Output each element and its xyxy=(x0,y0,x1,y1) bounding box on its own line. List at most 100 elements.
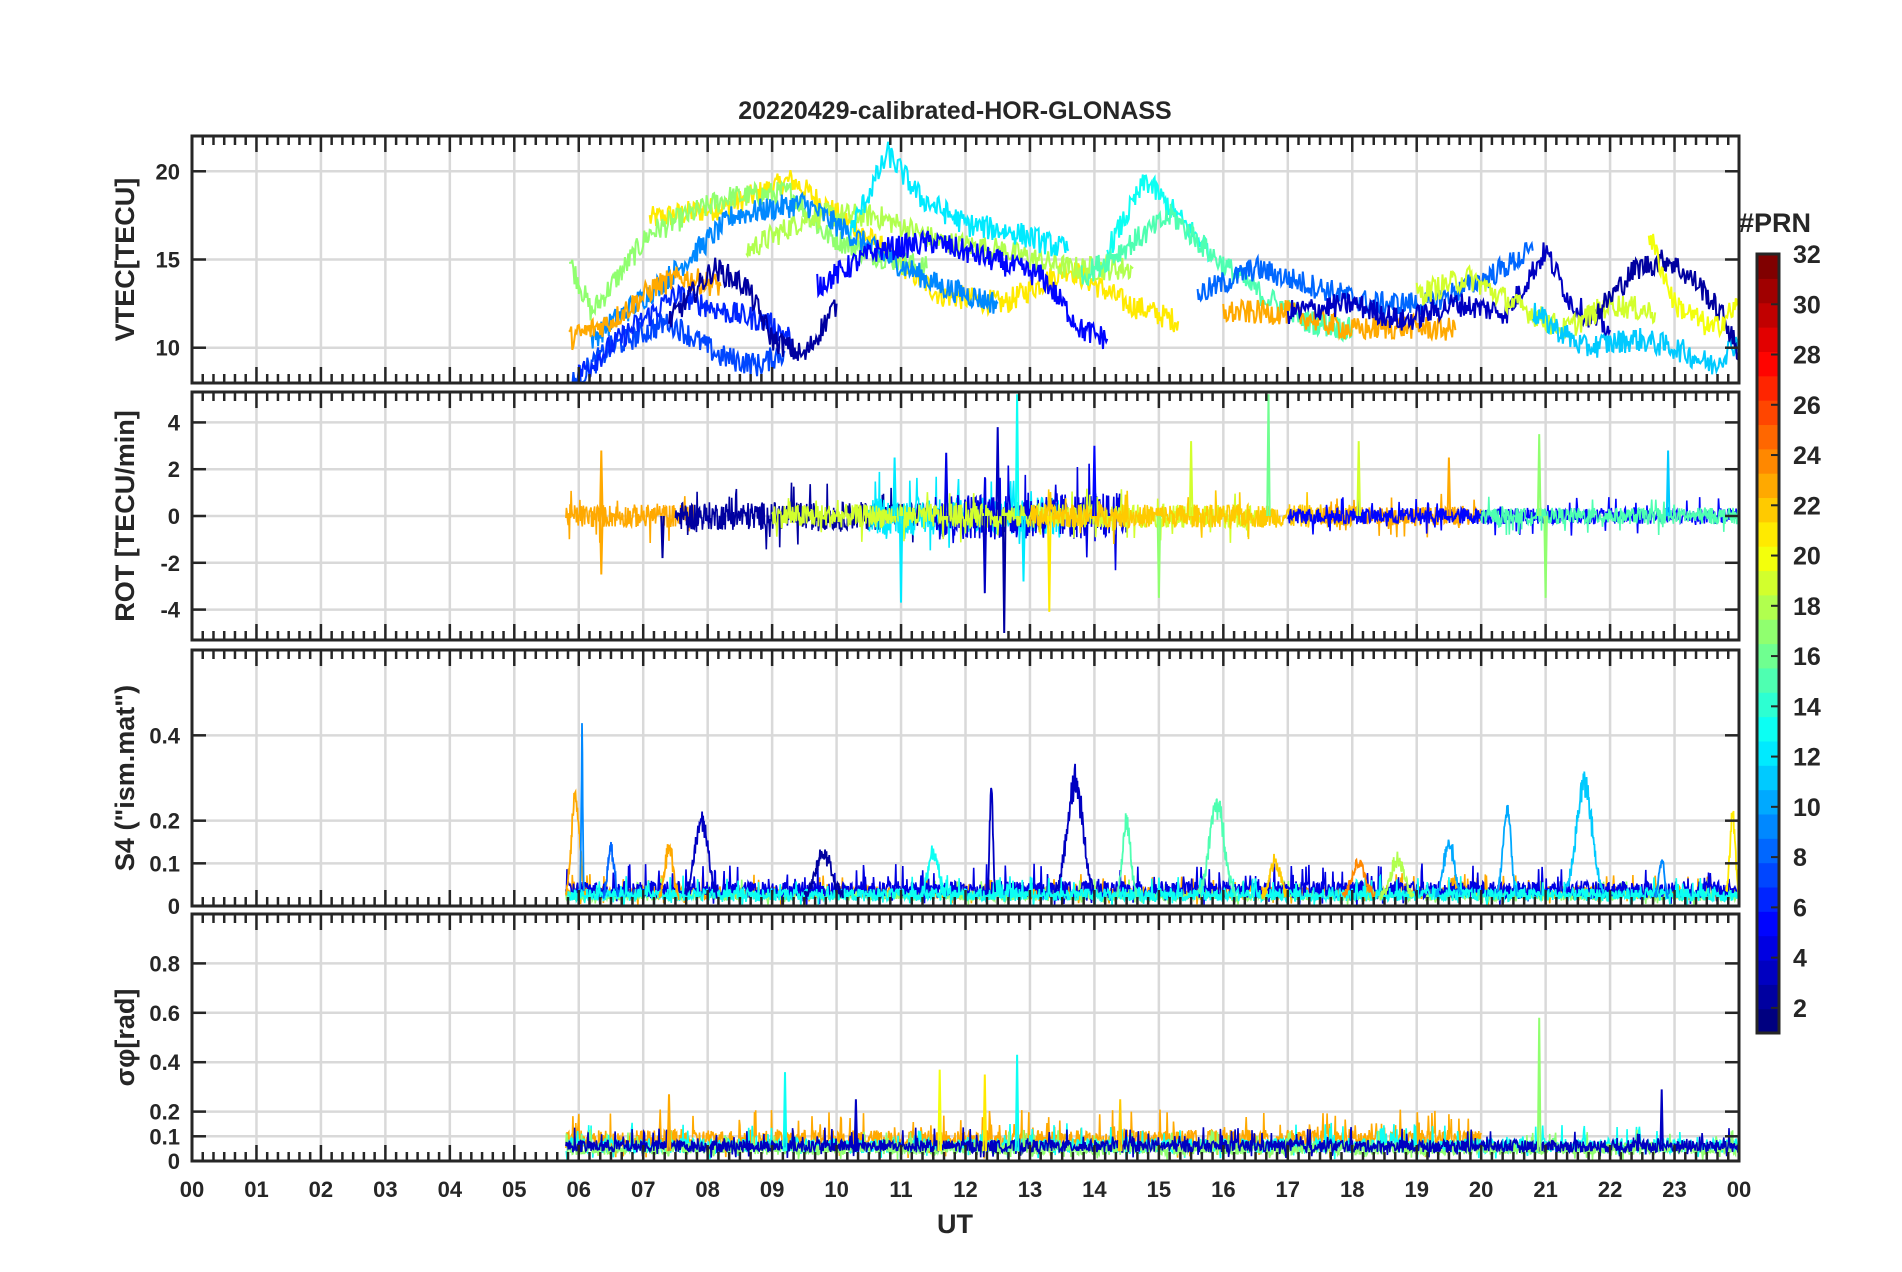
colorbar-swatch xyxy=(1757,594,1779,620)
colorbar-swatch xyxy=(1757,789,1779,815)
series-line-prn-20 xyxy=(1647,233,1739,339)
y-tick-label: 15 xyxy=(156,248,180,273)
colorbar-tick-label: 16 xyxy=(1793,643,1821,671)
y-tick-label: 0.1 xyxy=(149,851,180,876)
series-line-prn-23 xyxy=(565,490,696,544)
spike-prn-11 xyxy=(1665,450,1671,517)
colorbar-swatch xyxy=(1757,984,1779,1010)
colorbar-label: #PRN xyxy=(1739,208,1811,238)
colorbar-swatch xyxy=(1757,497,1779,523)
colorbar-tick-label: 8 xyxy=(1793,844,1807,872)
spike-prn-12 xyxy=(1021,515,1026,582)
series-line-prn-15 xyxy=(1480,496,1739,536)
spike-prn-20 xyxy=(937,1069,942,1152)
tick-marks xyxy=(190,392,1741,640)
series-group xyxy=(565,723,1739,906)
y-tick-label: 0.6 xyxy=(149,1001,180,1026)
x-tick-label: 00 xyxy=(180,1177,204,1202)
spike-prn-3 xyxy=(1659,1089,1664,1152)
colorbar-swatch xyxy=(1757,473,1779,499)
colorbar-tick-label: 2 xyxy=(1793,995,1807,1023)
y-tick-label: 0.4 xyxy=(149,723,180,748)
colorbar-tick-label: 30 xyxy=(1793,291,1821,319)
x-tick-label: 22 xyxy=(1598,1177,1622,1202)
colorbar-frame xyxy=(1755,252,1781,1035)
bump-prn-9 xyxy=(579,723,585,893)
bump-prn-11 xyxy=(1564,771,1605,895)
x-tick-label: 02 xyxy=(309,1177,333,1202)
y-tick-label: -4 xyxy=(160,598,180,623)
panel-3: 0 0.1 0.2 0.4 S4 ("ism.mat") xyxy=(110,648,1741,919)
x-tick-label: 15 xyxy=(1147,1177,1171,1202)
x-tick-label: 04 xyxy=(438,1177,463,1202)
spike-prn-3 xyxy=(982,515,988,594)
spike-prn-13 xyxy=(1014,394,1020,517)
colorbar-swatch xyxy=(1757,935,1779,961)
chart-title: 20220429-calibrated-HOR-GLONASS xyxy=(738,97,1171,125)
series-line-prn-18 xyxy=(745,202,1134,281)
series-line-prn-2 xyxy=(668,257,838,361)
x-tick-label: 12 xyxy=(953,1177,977,1202)
spike-prn-13 xyxy=(782,1072,788,1152)
panel-4: 00.10.2 0.4 0.6 0.8 σφ[rad] xyxy=(110,912,1741,1174)
colorbar-swatch xyxy=(1757,619,1779,645)
y-tick-label: 0.8 xyxy=(149,951,180,976)
spike-prn-23 xyxy=(599,515,604,575)
spike-prn-21 xyxy=(982,1074,988,1152)
colorbar-swatch xyxy=(1757,692,1779,718)
series-line-prn-19 xyxy=(771,488,1257,543)
colorbar-tick-label: 14 xyxy=(1793,693,1821,721)
bump-prn-3 xyxy=(1054,763,1096,897)
colorbar-swatch xyxy=(1757,911,1779,937)
colorbar-swatch xyxy=(1757,862,1779,888)
spike-prn-22 xyxy=(1117,1099,1123,1152)
y-tick-label: 10 xyxy=(156,336,180,361)
series-line-prn-23 xyxy=(1222,298,1457,343)
series-group xyxy=(565,1017,1739,1161)
bump-prn-21 xyxy=(1725,810,1739,897)
x-tick-label: 08 xyxy=(695,1177,719,1202)
colorbar-swatch xyxy=(1757,740,1779,766)
colorbar-swatch xyxy=(1757,351,1779,377)
colorbar-swatch xyxy=(1757,521,1779,547)
x-tick-label: 13 xyxy=(1018,1177,1042,1202)
spike-prn-19 xyxy=(1356,441,1361,517)
x-tick-label: 05 xyxy=(502,1177,526,1202)
series-line-prn-9 xyxy=(590,191,999,349)
x-tick-labels: 00 01 02 03 04 05 06 07 08 09 10 11 12 13 14 15 16 17 18 19… xyxy=(180,1177,1751,1202)
spike-prn-23 xyxy=(666,1094,672,1152)
spike-prn-4 xyxy=(943,452,949,517)
x-tick-label: 11 xyxy=(889,1177,912,1202)
colorbar-swatch xyxy=(1757,765,1779,791)
spike-prn-16 xyxy=(1266,394,1271,517)
y-tick-label: 0 xyxy=(168,1149,180,1174)
colorbar-swatch xyxy=(1757,424,1779,450)
x-tick-label: 01 xyxy=(244,1177,268,1202)
bump-prn-9 xyxy=(1654,859,1669,899)
colorbar-swatch xyxy=(1757,716,1779,742)
colorbar-tick-label: 24 xyxy=(1793,442,1821,470)
x-tick-label: 17 xyxy=(1276,1177,1300,1202)
x-tick-label: 16 xyxy=(1211,1177,1235,1202)
colorbar-tick-label: 28 xyxy=(1793,342,1821,370)
bump-prn-3 xyxy=(684,811,718,899)
bump-prn-10 xyxy=(1496,804,1518,897)
spike-prn-19 xyxy=(1188,441,1194,517)
series-line-prn-2 xyxy=(1596,249,1739,362)
x-tick-label: 03 xyxy=(373,1177,397,1202)
spike-prn-17 xyxy=(1536,434,1542,517)
colorbar-swatch xyxy=(1757,327,1779,352)
colorbar-swatch xyxy=(1757,546,1779,572)
colorbar-swatch xyxy=(1757,1008,1779,1034)
spike-prn-2 xyxy=(1001,515,1007,634)
colorbar-swatch xyxy=(1757,302,1779,328)
bump-prn-15 xyxy=(1197,798,1236,899)
spike-prn-17 xyxy=(1543,515,1548,598)
y-axis-label: S4 ("ism.mat") xyxy=(110,685,140,871)
y-tick-label: 0.2 xyxy=(149,809,180,834)
series-line-prn-6 xyxy=(577,283,793,380)
bump-prn-23 xyxy=(565,788,587,896)
